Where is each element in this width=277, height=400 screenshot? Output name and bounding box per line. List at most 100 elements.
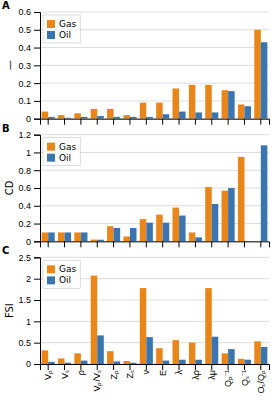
tick-mark: [64, 241, 65, 247]
legend: GasOil: [43, 138, 80, 166]
tick-label: 0.8: [18, 166, 31, 176]
tick: 0.1: [18, 96, 40, 106]
tick: 0.4: [18, 201, 40, 211]
legend-item: Oil: [47, 30, 71, 40]
axis-line: [34, 258, 41, 365]
legend-swatch: [47, 276, 55, 284]
tick-mark: [80, 364, 81, 370]
tick-mark: [146, 364, 147, 370]
tick: λ: [174, 364, 184, 375]
tick-mark: [228, 241, 229, 247]
tick: 0.4: [18, 43, 40, 53]
grid-line: [40, 321, 269, 322]
bar: [228, 349, 235, 364]
grid-line: [40, 342, 269, 343]
tick-label: Qₛ⁻¹: [240, 370, 250, 386]
tick: λμ: [207, 364, 217, 380]
tick-label: 2: [26, 274, 31, 284]
bar: [228, 91, 235, 119]
tick-mark: [34, 101, 40, 102]
grid-line: [40, 170, 269, 171]
tick-label: 0.5: [18, 25, 31, 35]
bar: [146, 117, 153, 119]
panel: VₚVₛρVₚ/VₛZₚZₛνEλλρλμQₚ⁻¹Qₛ⁻¹Oₛ/Qₚ00.511…: [2, 245, 270, 393]
tick-label: Vₛ: [60, 370, 70, 379]
legend-swatch: [47, 31, 55, 39]
bar: [74, 232, 81, 241]
bar: [146, 223, 153, 242]
tick: 0: [26, 237, 40, 247]
tick-mark: [244, 364, 245, 370]
bar: [205, 187, 212, 241]
tick-mark: [228, 119, 229, 125]
bar: [42, 350, 49, 364]
y-axis-title: FSI: [4, 303, 15, 318]
bar: [123, 236, 130, 241]
series: [42, 276, 261, 364]
bar: [48, 232, 55, 241]
tick-mark: [97, 119, 98, 125]
tick-mark: [97, 364, 98, 370]
tick-mark: [260, 241, 261, 247]
bar: [261, 145, 268, 241]
tick-mark: [48, 241, 49, 247]
bar: [228, 188, 235, 241]
bar: [130, 117, 137, 119]
tick: Oₛ/Qₚ: [256, 364, 267, 394]
bar: [179, 216, 186, 242]
bar: [97, 335, 104, 364]
tick-mark: [34, 12, 40, 13]
bar: [195, 237, 202, 241]
bar: [58, 115, 65, 119]
tick: [113, 241, 114, 247]
bar: [123, 361, 130, 364]
tick: Vₚ: [43, 364, 54, 380]
bar: [261, 347, 268, 364]
tick-label: ν: [141, 370, 151, 375]
legend-label: Gas: [59, 19, 76, 29]
tick-mark: [34, 30, 40, 31]
tick: [260, 119, 261, 125]
y-axis: 00.511.522.5: [18, 253, 40, 370]
tick-mark: [34, 321, 40, 322]
bar: [130, 363, 137, 364]
axis-line: [41, 242, 270, 248]
tick-mark: [34, 48, 40, 49]
tick-label: 0.6: [18, 7, 31, 17]
tick: Zₚ: [109, 364, 120, 380]
tick: [211, 119, 212, 125]
bar: [222, 353, 229, 364]
tick-mark: [97, 241, 98, 247]
tick: Qₛ⁻¹: [240, 364, 250, 386]
grid-line: [40, 300, 269, 301]
tick-label: 1.2: [18, 130, 31, 140]
tick-mark: [34, 135, 40, 136]
series: [48, 42, 267, 118]
tick-label: 0.3: [18, 61, 31, 71]
tick: 2.5: [18, 253, 40, 263]
axis-line: [34, 13, 41, 120]
tick-mark: [211, 119, 212, 125]
tick-label: 1: [26, 148, 31, 158]
bar: [179, 112, 186, 119]
tick-label: E: [158, 370, 168, 376]
bar: [261, 42, 268, 118]
tick: 0.2: [18, 219, 40, 229]
tick-mark: [260, 364, 261, 370]
tick-mark: [162, 241, 163, 247]
bar: [189, 343, 196, 364]
bar: [205, 85, 212, 119]
bar: [91, 109, 98, 119]
tick-mark: [179, 364, 180, 370]
tick: [211, 241, 212, 247]
tick-mark: [195, 364, 196, 370]
tick: [129, 119, 130, 125]
bar: [97, 240, 104, 242]
legend: GasOil: [43, 260, 80, 288]
x-axis: VₚVₛρVₚ/VₛZₚZₛνEλλρλμQₚ⁻¹Qₛ⁻¹Oₛ/Qₚ: [41, 364, 270, 394]
tick: 0.3: [18, 61, 40, 71]
tick-label: 1.5: [18, 295, 31, 305]
legend-label: Oil: [59, 153, 71, 163]
tick-label: 0.4: [18, 43, 31, 53]
bar: [172, 208, 179, 242]
